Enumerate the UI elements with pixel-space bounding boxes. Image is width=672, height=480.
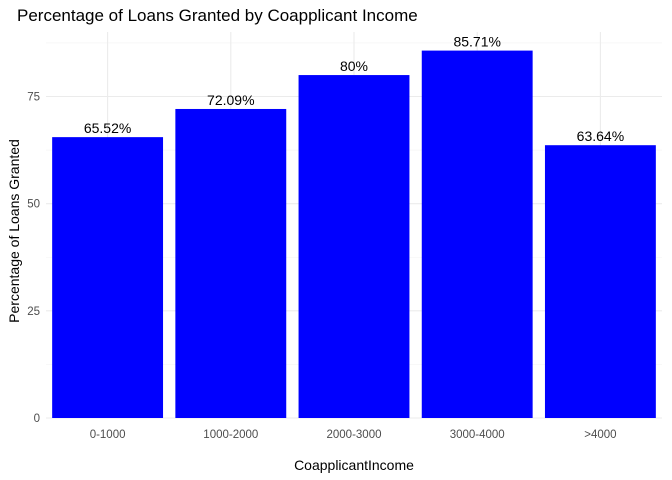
- chart-title: Percentage of Loans Granted by Coapplica…: [17, 6, 418, 25]
- bar-3000-4000: [421, 50, 533, 418]
- y-tick-label: 25: [27, 306, 40, 318]
- data-label: 65.52%: [84, 120, 131, 136]
- y-axis-title: Percentage of Loans Granted: [6, 139, 22, 323]
- bar-2000-3000: [298, 75, 410, 419]
- data-label: 63.64%: [577, 128, 624, 144]
- y-axis-ticks: 0 25 50 75: [27, 92, 40, 426]
- bar-1000-2000: [175, 108, 287, 419]
- data-label: 80%: [340, 58, 368, 74]
- data-label: 85.71%: [453, 34, 500, 50]
- y-tick-label: 50: [27, 199, 40, 211]
- x-tick-label: 3000-4000: [450, 429, 505, 441]
- x-tick-label: >4000: [584, 429, 616, 441]
- bar->4000: [544, 145, 656, 418]
- data-label: 72.09%: [207, 92, 254, 108]
- x-tick-label: 0-1000: [90, 429, 126, 441]
- y-tick-label: 0: [34, 413, 40, 425]
- bar-0-1000: [52, 137, 164, 418]
- x-tick-label: 2000-3000: [327, 429, 382, 441]
- bars: [52, 50, 656, 419]
- x-axis-title: CoapplicantIncome: [294, 457, 414, 473]
- x-axis-ticks: 0-1000 1000-2000 2000-3000 3000-4000 >4000: [90, 429, 617, 441]
- x-tick-label: 1000-2000: [203, 429, 258, 441]
- data-labels: 65.52% 72.09% 80% 85.71% 63.64%: [84, 34, 624, 145]
- y-tick-label: 75: [27, 92, 40, 104]
